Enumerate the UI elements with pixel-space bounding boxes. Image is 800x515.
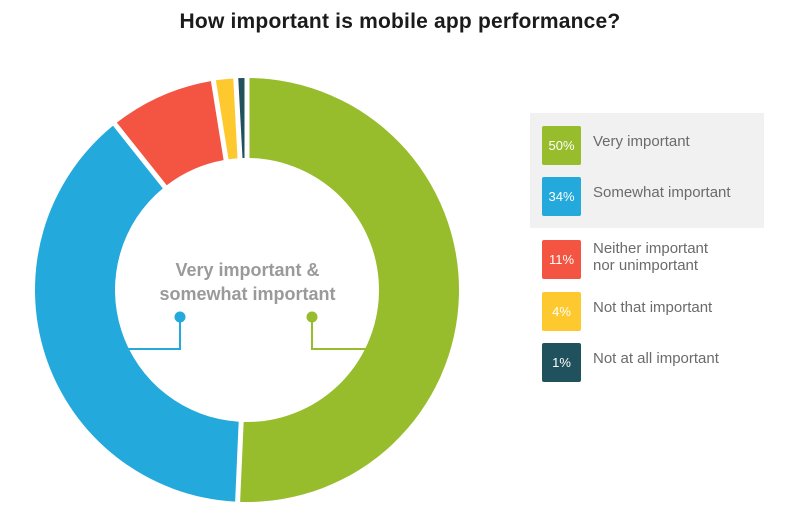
legend-item-not-that-important: 4% Not that important	[542, 292, 712, 331]
slice-not-at-all-important	[238, 78, 245, 159]
slice-not-that-important	[215, 78, 238, 160]
legend-swatch: 50%	[542, 126, 581, 165]
legend-item-very-important: 50% Very important	[542, 126, 690, 165]
blue-connector	[128, 311, 186, 350]
legend-swatch: 1%	[542, 343, 581, 382]
center-annotation: Very important & somewhat important	[130, 258, 365, 306]
slice-very-important	[240, 78, 459, 502]
legend-swatch: 4%	[542, 292, 581, 331]
legend-item-not-at-all-important: 1% Not at all important	[542, 343, 719, 382]
legend-label: Not that important	[593, 299, 713, 316]
legend-label: Very important	[593, 133, 690, 150]
legend-item-somewhat-important: 34% Somewhat important	[542, 177, 731, 216]
green-connector	[306, 311, 368, 350]
legend-label: Not at all important	[593, 350, 719, 367]
legend-label: Neither important nor unimportant	[593, 240, 709, 274]
slice-neither	[116, 81, 224, 186]
legend-swatch: 34%	[542, 177, 581, 216]
chart-title: How important is mobile app performance?	[179, 10, 621, 33]
slice-somewhat-important	[35, 125, 239, 502]
center-annotation-line: Very important &	[175, 260, 320, 280]
legend-label: Somewhat important	[593, 184, 731, 201]
center-annotation-line: somewhat important	[159, 284, 336, 304]
donut-slices	[35, 78, 459, 502]
legend-item-neither: 11% Neither important nor unimportant	[542, 240, 708, 279]
legend-swatch: 11%	[542, 240, 581, 279]
